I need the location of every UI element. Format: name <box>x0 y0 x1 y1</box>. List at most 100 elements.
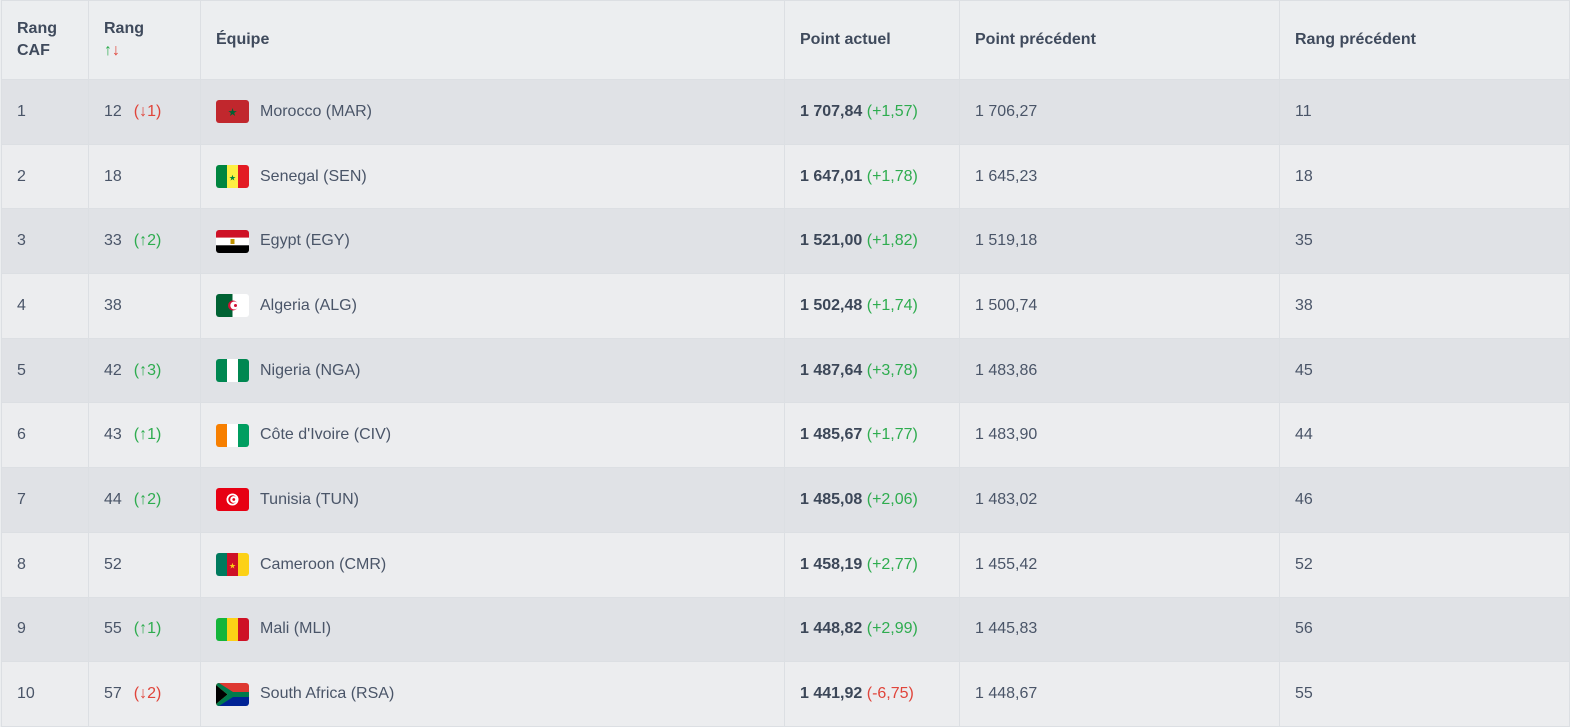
cameroon-flag-icon: ★ <box>216 553 249 577</box>
table-row[interactable]: 5 42 (↑3) Nigeria (NGA) 1 487,64 (+3,78) 1 48… <box>1 337 1570 404</box>
rank-change: (↑1) <box>133 426 162 444</box>
team-name: Cameroon (CMR) <box>260 555 387 573</box>
cell-current-points: 1 647,01 (+1,78) <box>784 143 960 210</box>
cell-current-points: 1 441,92 (-6,75) <box>784 661 960 727</box>
header-rank-label: Rang <box>104 20 144 37</box>
points-value: 1 487,64 <box>800 361 863 379</box>
team-name: Morocco (MAR) <box>260 102 373 120</box>
rank-value: 42 <box>104 361 122 379</box>
cell-previous-rank: 55 <box>1279 661 1570 727</box>
egypt-flag-icon <box>216 229 249 253</box>
cell-previous-rank: 35 <box>1279 208 1570 275</box>
cell-current-points: 1 502,48 (+1,74) <box>784 273 960 339</box>
cell-rank-caf: 10 <box>1 661 89 727</box>
team-link[interactable]: Nigeria (NGA) <box>216 359 784 383</box>
cell-previous-rank: 56 <box>1279 596 1570 663</box>
cell-current-points: 1 485,67 (+1,77) <box>784 402 960 469</box>
team-link[interactable]: Mali (MLI) <box>216 617 784 641</box>
rank-value: 57 <box>104 685 122 703</box>
team-link[interactable]: Tunisia (TUN) <box>216 488 784 512</box>
points-change: (+2,99) <box>866 620 918 638</box>
cell-previous-rank: 46 <box>1279 467 1570 533</box>
cell-rank-caf: 5 <box>1 337 89 404</box>
cell-rank: 38 <box>88 273 201 339</box>
points-value: 1 458,19 <box>800 555 863 573</box>
cell-previous-points: 1 645,23 <box>959 143 1280 210</box>
cell-rank-caf: 7 <box>1 467 89 533</box>
team-link[interactable]: Algeria (ALG) <box>216 294 784 318</box>
south-africa-flag-icon <box>216 682 249 706</box>
cell-rank: 12 (↓1) <box>88 79 201 145</box>
cell-previous-rank: 44 <box>1279 402 1570 469</box>
tunisia-flag-icon <box>216 488 249 512</box>
rank-change: (↑1) <box>133 620 162 638</box>
cell-previous-rank: 18 <box>1279 143 1570 210</box>
cell-current-points: 1 485,08 (+2,06) <box>784 467 960 533</box>
team-name: Côte d'Ivoire (CIV) <box>260 426 392 444</box>
table-row[interactable]: 7 44 (↑2) Tunisia (TUN) 1 485,08 (+2,06) 1 48… <box>1 467 1570 533</box>
table-row[interactable]: 9 55 (↑1) Mali (MLI) 1 448,82 (+2,99) 1 445,8… <box>1 596 1570 663</box>
table-row[interactable]: 8 52 ★ Cameroon (CMR) 1 458,19 (+2,77) 1 455,… <box>1 531 1570 598</box>
cell-rank-caf: 1 <box>1 79 89 145</box>
cell-team: ★ Cameroon (CMR) <box>200 531 785 598</box>
team-link[interactable]: ★ Senegal (SEN) <box>216 165 784 189</box>
cell-rank: 33 (↑2) <box>88 208 201 275</box>
cell-team: Mali (MLI) <box>200 596 785 663</box>
cell-previous-points: 1 519,18 <box>959 208 1280 275</box>
header-previous-rank[interactable]: Rang précédent <box>1279 0 1570 80</box>
points-change: (+2,06) <box>866 490 918 508</box>
points-change: (+1,82) <box>866 232 918 250</box>
rank-value: 38 <box>104 296 122 314</box>
rank-change: (↑2) <box>133 490 162 508</box>
cell-rank-caf: 2 <box>1 143 89 210</box>
cell-previous-rank: 38 <box>1279 273 1570 339</box>
sort-arrows-icon[interactable]: ↑↓ <box>104 42 120 59</box>
cell-team: South Africa (RSA) <box>200 661 785 727</box>
table-row[interactable]: 10 57 (↓2) South Africa (RSA) 1 441,92 (-6,7… <box>1 661 1570 727</box>
team-link[interactable]: South Africa (RSA) <box>216 682 784 706</box>
svg-text:★: ★ <box>228 106 238 119</box>
table-row[interactable]: 2 18 ★ Senegal (SEN) 1 647,01 (+1,78) 1 645,2… <box>1 143 1570 210</box>
points-value: 1 485,08 <box>800 490 863 508</box>
algeria-flag-icon <box>216 294 249 318</box>
cell-rank: 44 (↑2) <box>88 467 201 533</box>
cell-previous-points: 1 448,67 <box>959 661 1280 727</box>
table-row[interactable]: 6 43 (↑1) Côte d'Ivoire (CIV) 1 485,67 (+1,7… <box>1 402 1570 469</box>
header-team[interactable]: Équipe <box>200 0 785 80</box>
header-rank-caf[interactable]: Rang CAF <box>1 0 89 80</box>
team-link[interactable]: ★ Cameroon (CMR) <box>216 553 784 577</box>
cell-current-points: 1 521,00 (+1,82) <box>784 208 960 275</box>
header-current-points[interactable]: Point actuel <box>784 0 960 80</box>
team-name: Mali (MLI) <box>260 620 332 638</box>
cell-rank-caf: 3 <box>1 208 89 275</box>
table-row[interactable]: 3 33 (↑2) Egypt (EGY) 1 521,00 (+1,82) 1 519,… <box>1 208 1570 275</box>
nigeria-flag-icon <box>216 359 249 383</box>
cell-rank: 57 (↓2) <box>88 661 201 727</box>
cell-current-points: 1 458,19 (+2,77) <box>784 531 960 598</box>
rank-value: 12 <box>104 102 122 120</box>
team-link[interactable]: ★ Morocco (MAR) <box>216 100 784 124</box>
cell-rank: 43 (↑1) <box>88 402 201 469</box>
sort-down-icon: ↓ <box>112 42 120 59</box>
table-row[interactable]: 1 12 (↓1) ★ Morocco (MAR) 1 707,84 (+1,57) 1 7… <box>1 79 1570 145</box>
mali-flag-icon <box>216 617 249 641</box>
team-link[interactable]: Egypt (EGY) <box>216 229 784 253</box>
header-rank[interactable]: Rang ↑↓ <box>88 0 201 80</box>
cell-previous-rank: 11 <box>1279 79 1570 145</box>
points-change: (+1,77) <box>866 426 918 444</box>
cell-rank-caf: 9 <box>1 596 89 663</box>
header-rank-caf-line2: CAF <box>17 42 50 59</box>
header-previous-points[interactable]: Point précédent <box>959 0 1280 80</box>
rank-change: (↑3) <box>133 361 162 379</box>
table-row[interactable]: 4 38 Algeria (ALG) 1 502,48 (+1,74) 1 500,74… <box>1 273 1570 339</box>
cell-previous-points: 1 706,27 <box>959 79 1280 145</box>
cell-team: ★ Morocco (MAR) <box>200 79 785 145</box>
cell-previous-points: 1 483,90 <box>959 402 1280 469</box>
rank-change: (↑2) <box>133 232 162 250</box>
points-value: 1 441,92 <box>800 685 863 703</box>
team-link[interactable]: Côte d'Ivoire (CIV) <box>216 423 784 447</box>
rank-value: 33 <box>104 232 122 250</box>
cell-previous-rank: 52 <box>1279 531 1570 598</box>
cell-rank: 42 (↑3) <box>88 337 201 404</box>
